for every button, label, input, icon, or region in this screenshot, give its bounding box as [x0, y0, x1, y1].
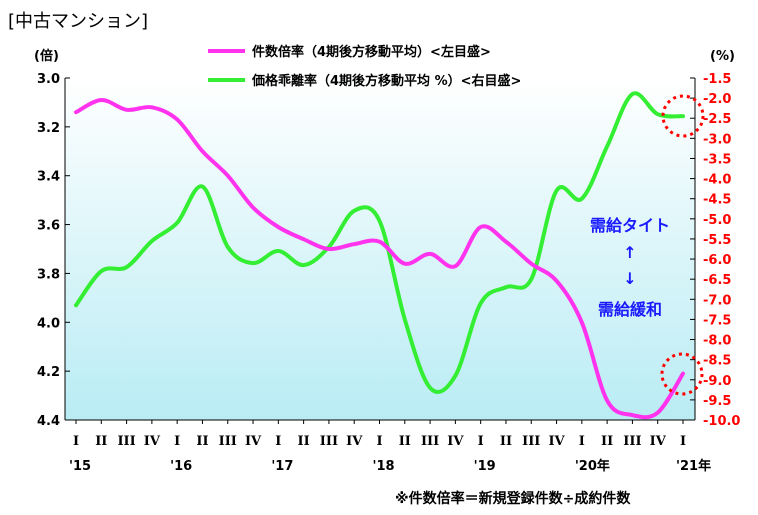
right-tick-label: -8.0 [703, 334, 731, 349]
x-year-label: '19 [474, 459, 496, 474]
left-tick-label: 3.8 [37, 267, 60, 282]
right-tick-label: -5.5 [703, 233, 731, 248]
x-year-label: '18 [373, 459, 395, 474]
x-quarter-label: IV [346, 434, 363, 449]
annotation-tight: 需給タイト [590, 216, 670, 235]
supply-demand-annotation: 需給タイト ↑ ↓ 需給緩和 [590, 216, 670, 319]
x-quarter-label: III [320, 434, 338, 449]
x-quarter-label: II [95, 434, 107, 449]
annotation-arrow-up: ↑ [623, 243, 636, 262]
x-quarter-label: II [298, 434, 310, 449]
left-tick-label: 4.2 [37, 365, 60, 380]
series-line-ratio [74, 98, 685, 420]
x-quarter-label: III [421, 434, 439, 449]
right-tick-label: -4.0 [703, 173, 731, 188]
left-axis-unit: (倍) [34, 48, 59, 64]
right-tick-label: -7.0 [703, 293, 731, 308]
x-quarter-label: III [219, 434, 237, 449]
footnote: ※件数倍率＝新規登録件数÷成約件数 [395, 490, 631, 507]
x-quarter-label: I [579, 434, 585, 449]
x-year-label: '20年 [575, 458, 610, 474]
right-tick-label: -10.0 [703, 414, 740, 429]
x-quarter-label: I [73, 434, 79, 449]
plot-area [65, 78, 695, 420]
x-axis: I II III IV I II III IV I II III IV I II III IV I II III IV… [65, 419, 711, 474]
right-tick-label: -2.0 [703, 92, 731, 107]
legend: 件数倍率（4期後方移動平均）<左目盛> 価格乖離率（4期後方移動平均 %）<右目… [208, 44, 521, 89]
x-year-label: '17 [271, 459, 293, 474]
x-quarter-label: I [680, 434, 686, 449]
x-quarter-label: IV [650, 434, 667, 449]
x-quarter-label: I [275, 434, 281, 449]
x-quarter-label: I [174, 434, 180, 449]
left-axis: 3.0 3.2 3.4 3.6 3.8 4.0 4.2 4.4 [37, 72, 70, 429]
x-quarter-label: III [623, 434, 641, 449]
right-tick-label: -9.5 [703, 394, 731, 409]
series-line-gap [74, 91, 685, 394]
right-axis: -1.5 -2.0 -2.5 -3.0 -3.5 -4.0 -4.5 -5.0 -5.5 -6.0… [690, 72, 740, 429]
right-tick-label: -3.5 [703, 152, 731, 167]
x-quarter-label: II [601, 434, 613, 449]
legend-label-ratio: 件数倍率（4期後方移動平均）<左目盛> [252, 44, 491, 60]
x-quarter-label: I [376, 434, 382, 449]
x-quarter-label: IV [548, 434, 565, 449]
x-quarter-label: II [399, 434, 411, 449]
x-quarter-label: II [500, 434, 512, 449]
x-quarter-label: I [478, 434, 484, 449]
chart-title: [中古マンション] [8, 11, 148, 32]
legend-label-gap: 価格乖離率（4期後方移動平均 %）<右目盛> [251, 73, 521, 89]
highlight-circle-gap [661, 94, 705, 138]
annotation-loose: 需給緩和 [598, 300, 662, 319]
right-tick-label: -6.0 [703, 253, 731, 268]
highlight-circle-ratio [660, 352, 704, 396]
right-tick-label: -6.5 [703, 273, 731, 288]
x-quarter-label: II [196, 434, 208, 449]
annotation-arrow-down: ↓ [623, 269, 636, 288]
x-quarter-label: III [522, 434, 540, 449]
right-tick-label: -2.5 [703, 112, 731, 127]
x-quarter-label: IV [144, 434, 161, 449]
left-tick-label: 3.4 [37, 170, 60, 185]
left-tick-label: 4.4 [37, 414, 60, 429]
right-tick-label: -1.5 [703, 72, 731, 87]
x-quarter-label: IV [447, 434, 464, 449]
right-tick-label: -4.5 [703, 193, 731, 208]
x-year-label: '16 [170, 459, 192, 474]
right-axis-unit: (%) [710, 49, 735, 64]
right-tick-label: -7.5 [703, 313, 731, 328]
x-year-label: '15 [69, 459, 91, 474]
x-year-label: '21年 [676, 458, 711, 474]
right-tick-label: -8.5 [703, 354, 731, 369]
left-tick-label: 4.0 [37, 316, 60, 331]
right-tick-label: -9.0 [703, 374, 731, 389]
series-lines [74, 91, 685, 420]
left-tick-label: 3.6 [37, 219, 60, 234]
right-tick-label: -3.0 [703, 132, 731, 147]
left-tick-label: 3.0 [37, 72, 60, 87]
right-tick-label: -5.0 [703, 213, 731, 228]
x-quarter-label: IV [245, 434, 262, 449]
x-quarter-label: III [117, 434, 135, 449]
left-tick-label: 3.2 [37, 121, 60, 136]
